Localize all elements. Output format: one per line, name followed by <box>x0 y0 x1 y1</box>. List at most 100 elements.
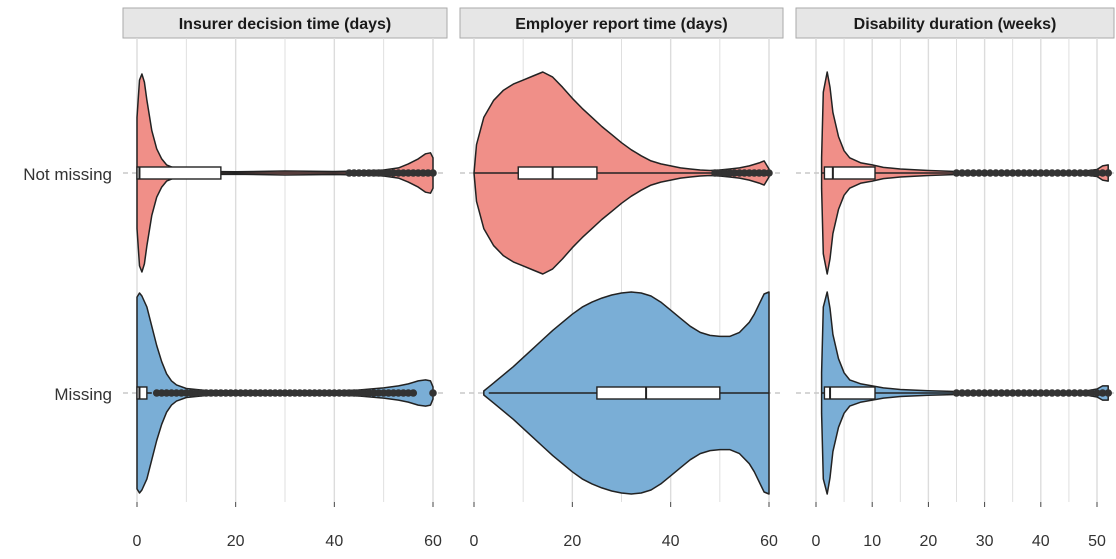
outlier-point <box>1093 169 1101 177</box>
outlier-point <box>1059 389 1068 397</box>
outlier-point <box>1020 169 1028 177</box>
outlier-point <box>963 169 972 177</box>
outlier-point <box>958 389 966 397</box>
x-axis-ticks: 0 20 40 60 <box>133 502 442 550</box>
outlier-point <box>975 389 983 397</box>
violin-not-missing <box>136 73 437 273</box>
outlier-point <box>1059 169 1068 177</box>
tick-label: 0 <box>812 533 821 550</box>
panel-3: Disability duration (weeks) 0 10 20 30 40 50 <box>795 7 1115 550</box>
box <box>596 386 721 400</box>
tick-label: 40 <box>662 533 680 550</box>
outlier-point <box>980 389 989 397</box>
outliers <box>952 389 1113 397</box>
outlier-point <box>1104 169 1113 177</box>
panel-title: Disability duration (weeks) <box>854 16 1057 33</box>
category-axis-labels: Not missing Missing <box>23 165 112 404</box>
panel-title: Insurer decision time (days) <box>179 16 392 33</box>
outlier-point <box>1003 169 1011 177</box>
outlier-point <box>1031 389 1039 397</box>
box <box>136 166 222 180</box>
tick-label: 50 <box>1088 533 1106 550</box>
panel-strip <box>122 7 448 39</box>
category-label-missing: Missing <box>54 385 112 404</box>
outlier-point <box>1065 389 1073 397</box>
outlier-point <box>1048 169 1056 177</box>
outlier-point <box>1042 169 1051 177</box>
outlier-point <box>1025 169 1034 177</box>
outlier-point <box>992 389 1000 397</box>
outlier-point <box>1037 389 1045 397</box>
grid-lines <box>123 38 447 502</box>
outlier-point <box>1008 389 1017 397</box>
panels-layer: Insurer decision time (days)0 20 40 60Emplo… <box>122 7 1115 550</box>
outlier-point <box>958 169 966 177</box>
outlier-point <box>1087 169 1096 177</box>
outlier-point <box>1008 169 1017 177</box>
tick-label: 0 <box>470 533 479 550</box>
outlier-point <box>963 389 972 397</box>
tick-label: 20 <box>563 533 581 550</box>
outlier-point <box>952 389 961 397</box>
box <box>823 386 876 400</box>
box <box>517 166 598 180</box>
outlier-point <box>952 169 961 177</box>
panel-2: Employer report time (days) 0 20 40 60 <box>459 7 784 550</box>
outlier-point <box>1031 169 1039 177</box>
outlier-point <box>1003 389 1011 397</box>
outlier-point <box>1087 389 1096 397</box>
outliers <box>952 169 1113 177</box>
violin-not-missing <box>820 71 1113 275</box>
outlier-point <box>997 169 1006 177</box>
outlier-point <box>429 169 437 177</box>
outlier-point <box>969 169 978 177</box>
x-axis-ticks: 0 20 40 60 <box>470 502 778 550</box>
panel-1: Insurer decision time (days) 0 20 40 60 <box>122 7 448 550</box>
outlier-point <box>1093 389 1101 397</box>
box <box>823 166 876 180</box>
tick-label: 30 <box>976 533 994 550</box>
outlier-point <box>429 389 437 397</box>
tick-label: 60 <box>760 533 778 550</box>
panel-title: Employer report time (days) <box>515 16 728 33</box>
panel-strip <box>459 7 784 39</box>
outliers <box>711 169 773 177</box>
outlier-point <box>409 389 418 397</box>
outlier-point <box>986 389 995 397</box>
violin-missing <box>483 291 770 495</box>
box <box>136 386 148 400</box>
outlier-point <box>997 389 1006 397</box>
outlier-point <box>1076 169 1084 177</box>
tick-label: 40 <box>325 533 343 550</box>
x-axis-ticks: 0 10 20 30 40 50 <box>812 502 1106 550</box>
tick-label: 60 <box>424 533 442 550</box>
tick-label: 20 <box>920 533 938 550</box>
tick-label: 20 <box>227 533 245 550</box>
outlier-point <box>1053 169 1062 177</box>
outlier-point <box>1025 389 1034 397</box>
outlier-point <box>1104 389 1113 397</box>
outlier-point <box>980 169 989 177</box>
outlier-point <box>765 169 773 177</box>
outlier-point <box>1042 389 1051 397</box>
outlier-point <box>1070 389 1079 397</box>
outlier-point <box>1020 389 1028 397</box>
outlier-point <box>969 389 978 397</box>
tick-label: 10 <box>863 533 881 550</box>
outlier-point <box>1070 169 1079 177</box>
outlier-point <box>1065 169 1073 177</box>
outlier-point <box>1014 389 1023 397</box>
outlier-point <box>1098 169 1107 177</box>
outlier-point <box>986 169 995 177</box>
outlier-point <box>1098 389 1107 397</box>
violin-missing <box>820 291 1113 495</box>
category-label-not-missing: Not missing <box>23 165 112 184</box>
outlier-point <box>1053 389 1062 397</box>
tick-label: 0 <box>133 533 142 550</box>
tick-label: 40 <box>1032 533 1050 550</box>
outliers <box>345 169 437 177</box>
outlier-point <box>1081 169 1090 177</box>
outlier-point <box>992 169 1000 177</box>
panel-strip <box>795 7 1115 39</box>
